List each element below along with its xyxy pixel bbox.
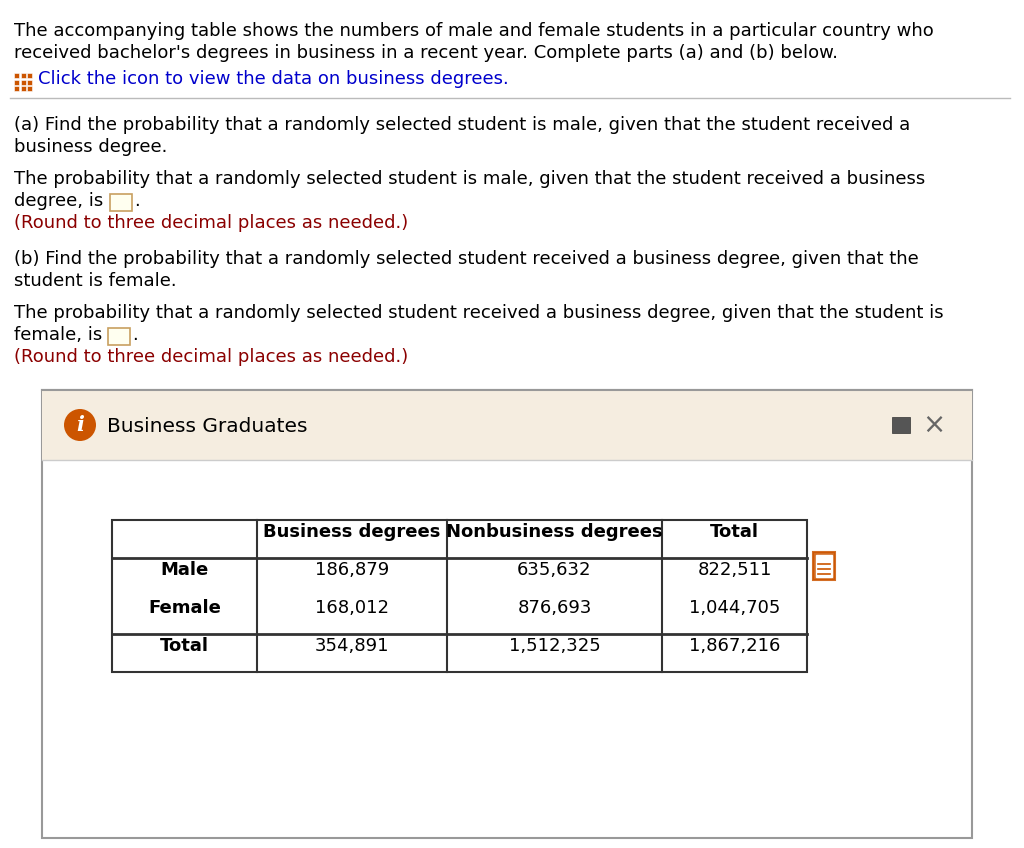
Text: student is female.: student is female. — [14, 272, 176, 290]
Text: (a) Find the probability that a randomly selected student is male, given that th: (a) Find the probability that a randomly… — [14, 116, 910, 134]
Text: 168,012: 168,012 — [315, 599, 389, 617]
Text: (b) Find the probability that a randomly selected student received a business de: (b) Find the probability that a randomly… — [14, 250, 919, 268]
Bar — [892, 417, 910, 433]
Text: .: . — [134, 192, 139, 210]
Bar — [27, 73, 32, 78]
FancyBboxPatch shape — [110, 194, 132, 211]
Text: i: i — [76, 415, 84, 435]
Bar — [14, 86, 19, 91]
Text: Business degrees: Business degrees — [263, 523, 440, 541]
Text: Business Graduates: Business Graduates — [106, 417, 307, 436]
Bar — [112, 520, 807, 672]
Bar — [20, 86, 26, 91]
Text: Total: Total — [710, 523, 759, 541]
Text: The accompanying table shows the numbers of male and female students in a partic: The accompanying table shows the numbers… — [14, 22, 934, 40]
Text: received bachelor's degrees in business in a recent year. Complete parts (a) and: received bachelor's degrees in business … — [14, 44, 838, 62]
Text: 1,512,325: 1,512,325 — [509, 637, 600, 655]
FancyBboxPatch shape — [108, 328, 130, 345]
Bar — [20, 80, 26, 85]
Text: 822,511: 822,511 — [697, 561, 772, 579]
Text: ×: × — [923, 411, 945, 439]
Bar — [14, 80, 19, 85]
Text: Nonbusiness degrees: Nonbusiness degrees — [446, 523, 663, 541]
Text: Male: Male — [161, 561, 209, 579]
Circle shape — [63, 409, 96, 441]
Text: Click the icon to view the data on business degrees.: Click the icon to view the data on busin… — [39, 70, 509, 88]
Text: 1,044,705: 1,044,705 — [689, 599, 780, 617]
FancyBboxPatch shape — [813, 552, 835, 580]
Bar — [27, 86, 32, 91]
Text: (Round to three decimal places as needed.): (Round to three decimal places as needed… — [14, 214, 409, 232]
Text: Female: Female — [148, 599, 221, 617]
Bar — [42, 390, 972, 460]
FancyBboxPatch shape — [42, 390, 972, 838]
Text: 186,879: 186,879 — [314, 561, 389, 579]
Text: 876,693: 876,693 — [517, 599, 592, 617]
Text: (Round to three decimal places as needed.): (Round to three decimal places as needed… — [14, 348, 409, 366]
Text: business degree.: business degree. — [14, 138, 167, 156]
Bar — [14, 73, 19, 78]
Text: .: . — [132, 326, 138, 344]
Text: 1,867,216: 1,867,216 — [689, 637, 780, 655]
Text: female, is: female, is — [14, 326, 102, 344]
Bar — [27, 80, 32, 85]
Text: 354,891: 354,891 — [314, 637, 389, 655]
Text: The probability that a randomly selected student received a business degree, giv: The probability that a randomly selected… — [14, 304, 944, 322]
Text: degree, is: degree, is — [14, 192, 103, 210]
Text: The probability that a randomly selected student is male, given that the student: The probability that a randomly selected… — [14, 170, 926, 188]
Text: 635,632: 635,632 — [517, 561, 592, 579]
Bar — [20, 73, 26, 78]
Text: Total: Total — [160, 637, 209, 655]
FancyBboxPatch shape — [816, 555, 831, 577]
